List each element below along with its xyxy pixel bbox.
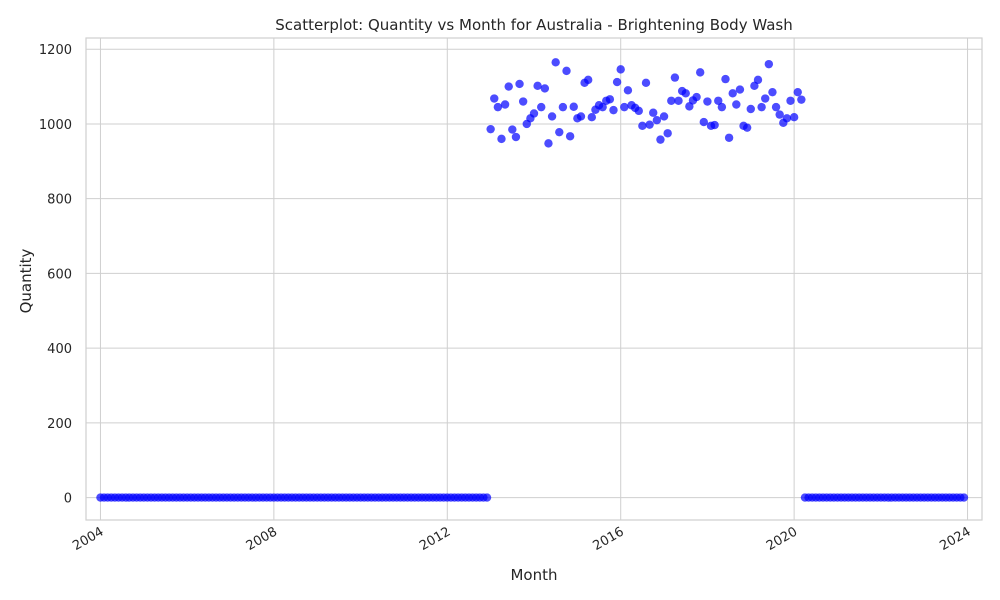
data-point [641, 78, 651, 88]
data-point [714, 96, 723, 105]
data-point [746, 104, 755, 114]
data-points [96, 58, 969, 502]
data-point [504, 82, 513, 91]
data-point [569, 102, 578, 111]
x-tick-label: 2016 [591, 524, 627, 554]
data-point [674, 96, 683, 105]
data-point [667, 96, 676, 105]
data-point [652, 116, 662, 125]
data-point [515, 79, 524, 89]
data-point [558, 102, 568, 112]
data-point [638, 121, 647, 131]
y-tick-labels: 0 200 400 600 800 1000 1200 [39, 43, 72, 506]
y-tick-label: 400 [47, 342, 72, 357]
data-point [757, 102, 766, 112]
data-point [789, 113, 799, 122]
data-point [544, 139, 553, 148]
data-point [735, 85, 745, 94]
data-point [605, 95, 615, 104]
data-point [497, 134, 506, 144]
data-point [533, 81, 542, 91]
y-axis-label: Quantity [17, 248, 35, 313]
data-point [598, 102, 607, 112]
data-point [782, 114, 792, 123]
data-point [721, 74, 730, 84]
data-point [500, 100, 510, 109]
data-point [493, 102, 503, 112]
plot-frame [85, 37, 983, 521]
data-point [620, 102, 629, 112]
y-tick-label: 600 [47, 267, 72, 282]
data-point [634, 106, 643, 116]
data-point [645, 120, 654, 129]
x-tick-label: 2020 [764, 524, 800, 554]
x-axis-label: Month [510, 566, 557, 584]
data-point [529, 109, 539, 118]
data-point [724, 133, 734, 142]
data-point [540, 84, 550, 93]
data-point [518, 97, 528, 106]
data-point [623, 86, 633, 95]
x-tick-labels: 2004 2008 2012 2016 2020 2024 [70, 524, 973, 554]
data-point [742, 123, 752, 132]
data-point [612, 77, 622, 87]
data-point [609, 105, 618, 115]
data-point [732, 100, 741, 109]
data-point [482, 493, 492, 502]
data-point [761, 94, 770, 103]
x-tick-label: 2008 [244, 524, 280, 554]
data-point [537, 102, 546, 112]
data-point [659, 112, 669, 121]
chart-title: Scatterplot: Quantity vs Month for Austr… [275, 16, 792, 34]
y-tick-label: 200 [47, 417, 72, 432]
data-point [508, 125, 517, 134]
data-point [490, 94, 499, 103]
data-point [753, 75, 763, 85]
data-point [699, 117, 709, 127]
y-tick-label: 0 [64, 492, 72, 507]
data-point [555, 127, 564, 137]
data-point [583, 75, 593, 85]
data-point [717, 102, 727, 112]
x-tick-label: 2012 [417, 524, 453, 554]
data-point [576, 112, 586, 121]
data-point [771, 102, 781, 112]
data-point [587, 113, 597, 122]
data-point [768, 87, 777, 97]
data-point [703, 97, 712, 106]
data-point [562, 66, 571, 76]
y-tick-label: 800 [47, 193, 72, 208]
data-point [793, 87, 802, 97]
data-point [616, 65, 625, 74]
data-point [764, 59, 774, 69]
data-point [486, 124, 495, 134]
data-point [786, 96, 795, 105]
grid [86, 38, 982, 520]
x-tick-label: 2024 [937, 524, 973, 554]
data-point [565, 132, 575, 141]
data-point [692, 92, 701, 102]
data-point [670, 73, 680, 82]
data-point [511, 132, 521, 142]
data-point [695, 68, 705, 77]
y-tick-label: 1200 [39, 43, 72, 58]
data-point [656, 135, 665, 144]
data-point [681, 89, 690, 98]
data-point [551, 58, 560, 67]
data-point [649, 108, 658, 117]
data-point [797, 95, 806, 104]
data-point [663, 129, 672, 138]
y-tick-label: 1000 [39, 118, 72, 133]
data-point [710, 120, 719, 130]
data-point [728, 89, 737, 98]
data-point [547, 112, 557, 121]
data-point [775, 110, 784, 119]
x-tick-label: 2004 [70, 524, 106, 554]
data-point [959, 493, 969, 502]
